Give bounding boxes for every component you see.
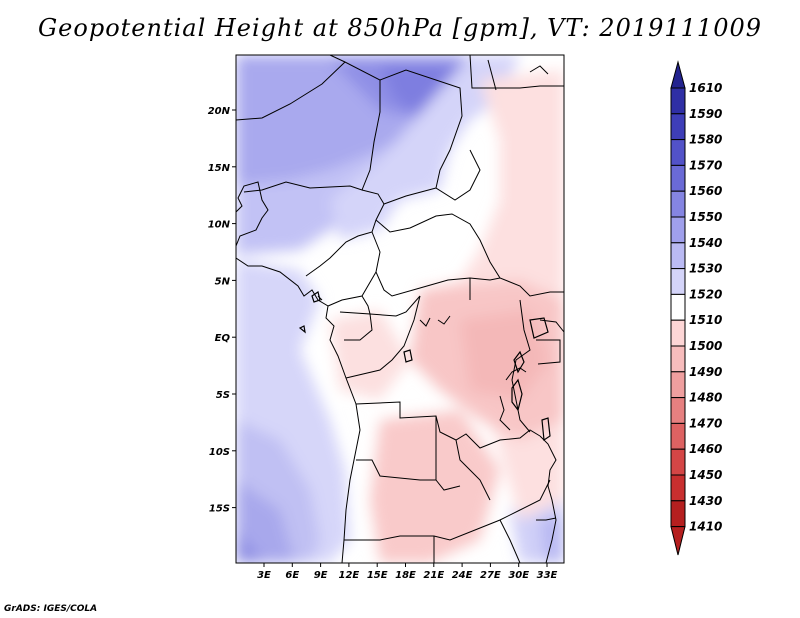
country-borders (236, 55, 564, 563)
lon-tick-label: 27E (480, 570, 501, 581)
colorbar-label: 1430 (689, 494, 722, 508)
colorbar-label: 1560 (689, 184, 722, 198)
lat-tick-label: EQ (215, 333, 231, 344)
colorbar-swatch (670, 500, 686, 528)
colorbar-label: 1550 (689, 210, 722, 224)
lat-tick-label: 20N (208, 106, 231, 117)
longitude-axis: 3E 6E 9E 12E 15E 18E 21E 24E 27E 30E 33E (257, 563, 558, 581)
lon-tick-label: 15E (367, 570, 388, 581)
colorbar-label: 1520 (689, 287, 722, 301)
lon-tick-label: 21E (423, 570, 444, 581)
lat-tick-label: 5N (215, 276, 231, 287)
colorbar-label: 1610 (689, 81, 722, 95)
colorbar-label: 1410 (689, 520, 722, 534)
colorbar-swatch (670, 216, 686, 244)
colorbar-swatch (670, 139, 686, 166)
colorbar-swatch (670, 268, 686, 295)
lat-tick-label: 10N (208, 220, 231, 231)
colorbar-label: 1530 (689, 262, 722, 276)
map-title: Geopotential Height at 850hPa [gpm], VT:… (38, 14, 762, 42)
colorbar-label: 1490 (689, 365, 722, 379)
colorbar-label: 1470 (689, 416, 722, 430)
colorbar-swatch (670, 164, 686, 192)
height-field (236, 55, 564, 563)
colorbar-swatch (670, 345, 686, 373)
colorbar-swatch (670, 474, 686, 502)
latitude-axis: 20N 15N 10N 5N EQ 5S 10S 15S (208, 106, 236, 515)
lon-tick-label: 24E (452, 570, 473, 581)
colorbar-bottom-arrow (670, 526, 686, 556)
colorbar-swatch (670, 190, 686, 218)
colorbar-swatch (670, 397, 686, 424)
colorbar-label: 1590 (689, 107, 722, 121)
colorbar-label: 1540 (689, 236, 722, 250)
lat-tick-label: 15N (208, 163, 231, 174)
colorbar-label: 1460 (689, 442, 722, 456)
lon-tick-label: 3E (257, 570, 271, 581)
colorbar-swatch (670, 113, 686, 141)
lon-tick-label: 33E (537, 570, 558, 581)
colorbar-swatch (670, 87, 686, 115)
grads-credit: GrADS: IGES/COLA (4, 604, 98, 614)
colorbar: 1610 1590 1580 1570 1560 1550 1540 1530 1520 1510… (670, 60, 722, 556)
colorbar-swatch (670, 422, 686, 450)
lon-tick-label: 6E (285, 570, 299, 581)
colorbar-swatch (670, 293, 686, 321)
colorbar-label: 1570 (689, 158, 722, 172)
colorbar-swatch (670, 448, 686, 476)
colorbar-swatch (670, 371, 686, 399)
map-frame (235, 54, 565, 564)
lat-tick-label: 10S (209, 447, 230, 458)
colorbar-label: 1480 (689, 391, 722, 405)
lakes (298, 291, 551, 442)
lon-tick-label: 9E (314, 570, 328, 581)
colorbar-label: 1580 (689, 133, 722, 147)
lat-tick-label: 5S (216, 390, 230, 401)
colorbar-swatch (670, 319, 686, 347)
colorbar-label: 1510 (689, 313, 722, 327)
colorbar-swatch (670, 242, 686, 270)
lon-tick-label: 18E (395, 570, 416, 581)
lon-tick-label: 30E (508, 570, 529, 581)
colorbar-label: 1500 (689, 339, 722, 353)
lon-tick-label: 12E (339, 570, 360, 581)
lat-tick-label: 15S (209, 504, 230, 515)
colorbar-label: 1450 (689, 468, 722, 482)
colorbar-top-arrow (670, 60, 686, 89)
